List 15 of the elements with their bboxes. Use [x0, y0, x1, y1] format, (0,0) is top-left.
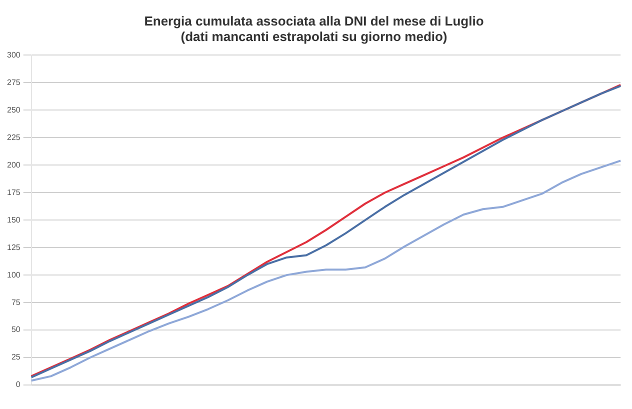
- y-tick-label: 275: [6, 78, 21, 87]
- y-tick-label: 150: [6, 215, 21, 224]
- y-tick-label: 175: [6, 188, 21, 197]
- y-tick-label: 50: [11, 325, 21, 334]
- text: (dati mancanti estrapolati su giorno medio): [180, 28, 448, 44]
- text: Energia cumulata associata alla DNI del mese di Luglio: [144, 13, 484, 28]
- y-tick-label: 225: [6, 132, 21, 142]
- y-tick-label: 0: [16, 380, 21, 390]
- y-tick-label: 75: [11, 298, 21, 307]
- y-tick-label: 100: [6, 270, 21, 280]
- y-tick-label: 125: [6, 242, 21, 252]
- y-tick-label: 25: [11, 352, 21, 362]
- y-tick-label: 200: [6, 160, 21, 170]
- y-tick-label: 250: [6, 105, 21, 114]
- y-tick-label: 300: [6, 50, 21, 60]
